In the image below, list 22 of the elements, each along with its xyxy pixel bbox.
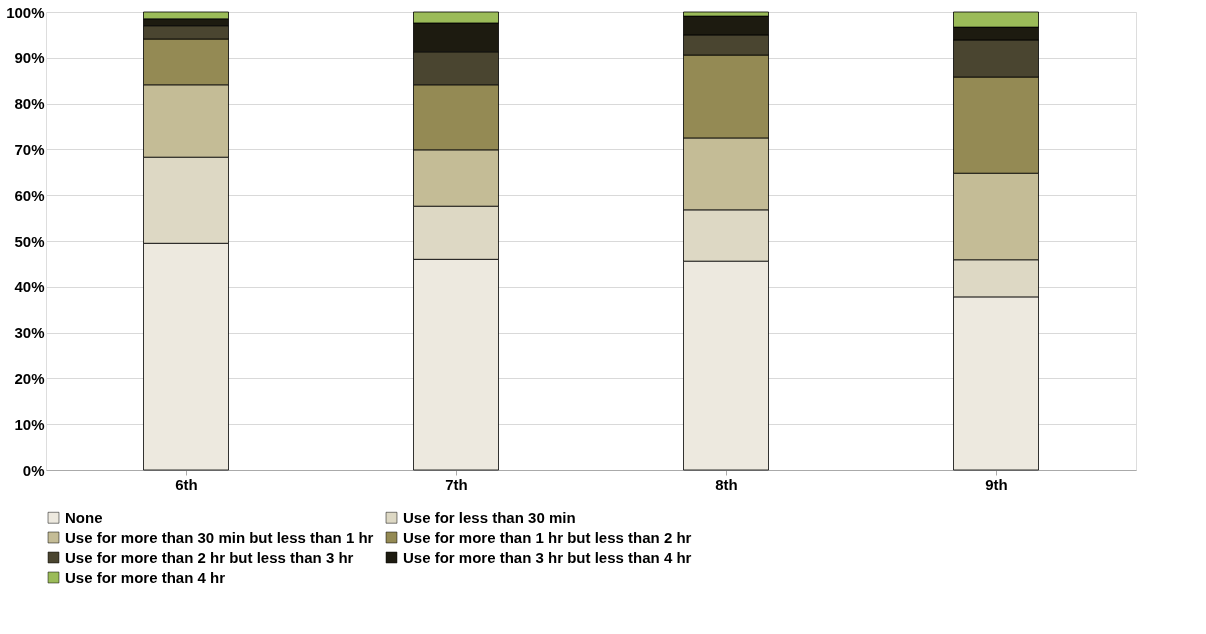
legend-label: Use for more than 3 hr but less than 4 hr: [403, 548, 692, 566]
legend-label: Use for less than 30 min: [403, 508, 576, 526]
legend-label: Use for more than 30 min but less than 1 hr: [65, 528, 374, 546]
y-tick-label: 30%: [14, 324, 45, 342]
y-tick-label: 0%: [22, 461, 45, 479]
y-tick-label: 20%: [14, 369, 45, 387]
y-tick-label: 10%: [14, 415, 45, 433]
y-tick-label: 80%: [14, 95, 45, 113]
legend-label: Use for more than 2 hr but less than 3 hr: [65, 548, 354, 566]
y-tick-label: 100%: [6, 3, 45, 21]
y-tick-label: 50%: [14, 232, 45, 250]
x-tick-label: 7th: [445, 475, 468, 493]
x-tick-label: 9th: [985, 475, 1008, 493]
x-tick-label: 6th: [175, 475, 198, 493]
legend-label: Use for more than 4 hr: [65, 568, 226, 586]
legend-label: Use for more than 1 hr but less than 2 hr: [403, 528, 692, 546]
y-tick-label: 60%: [14, 186, 45, 204]
y-tick-label: 70%: [14, 140, 45, 158]
y-tick-label: 90%: [14, 49, 45, 67]
legend-label: None: [65, 508, 103, 526]
y-tick-label: 40%: [14, 278, 45, 296]
x-tick-label: 8th: [715, 475, 738, 493]
